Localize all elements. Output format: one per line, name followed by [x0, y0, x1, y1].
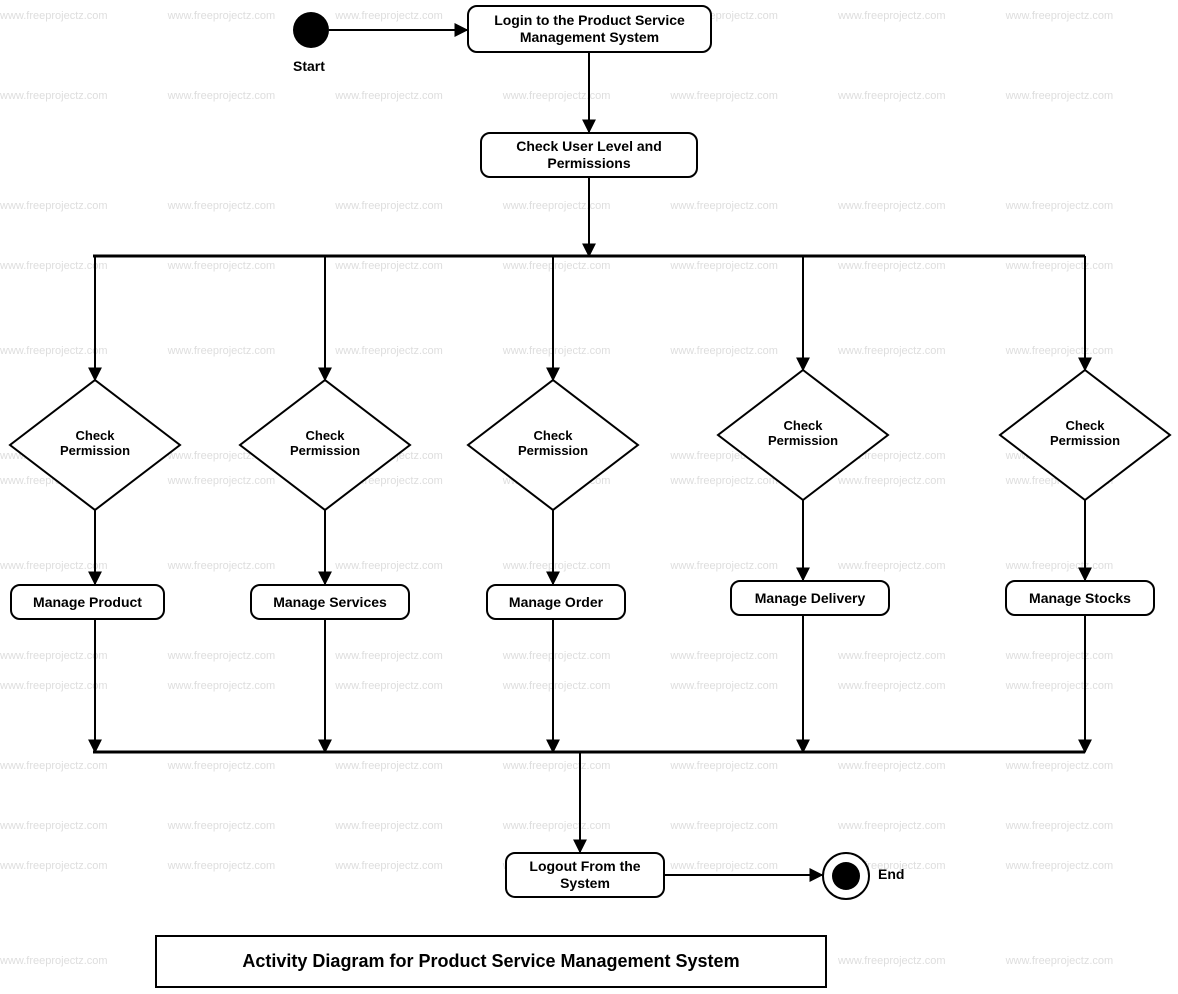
login-box: Login to the Product Service Management … — [467, 5, 712, 53]
action-box: Manage Services — [250, 584, 410, 620]
start-label: Start — [293, 58, 325, 74]
action-box: Manage Order — [486, 584, 626, 620]
decision-label: CheckPermission — [40, 429, 150, 459]
decision-label: CheckPermission — [498, 429, 608, 459]
diagram-title: Activity Diagram for Product Service Man… — [155, 935, 827, 988]
action-box: Manage Product — [10, 584, 165, 620]
decision-label: CheckPermission — [1030, 419, 1140, 449]
end-node — [822, 852, 870, 900]
check-level-box: Check User Level and Permissions — [480, 132, 698, 178]
logout-box: Logout From the System — [505, 852, 665, 898]
decision-label: CheckPermission — [270, 429, 380, 459]
start-node — [293, 12, 329, 48]
action-box: Manage Stocks — [1005, 580, 1155, 616]
decision-label: CheckPermission — [748, 419, 858, 449]
end-label: End — [878, 866, 904, 882]
action-box: Manage Delivery — [730, 580, 890, 616]
